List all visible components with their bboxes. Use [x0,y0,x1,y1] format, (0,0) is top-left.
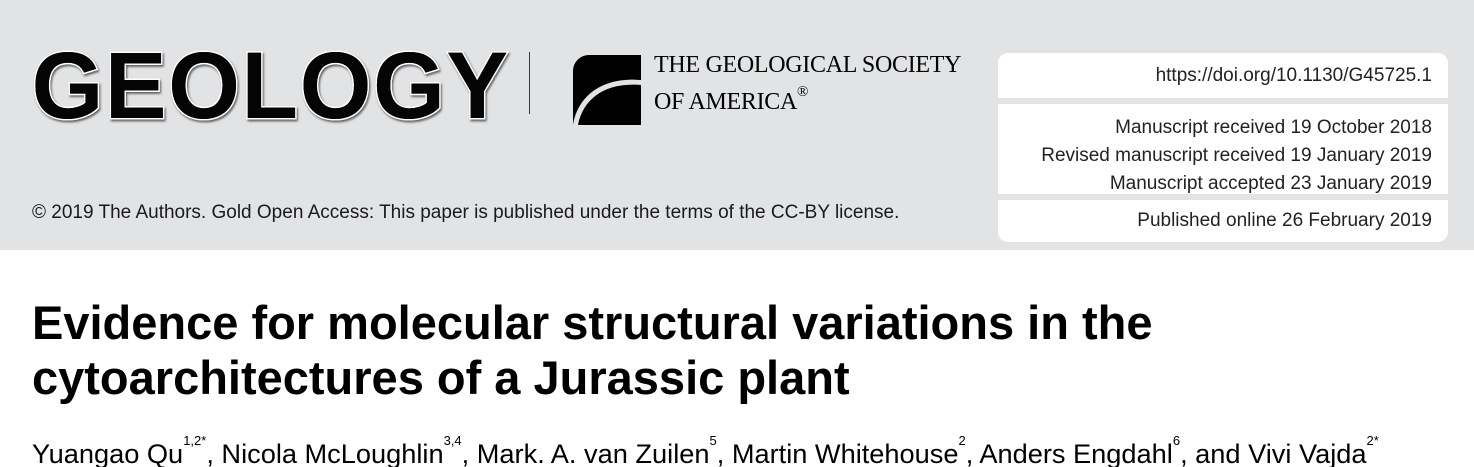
svg-text:GEOLOGY: GEOLOGY [32,32,510,130]
